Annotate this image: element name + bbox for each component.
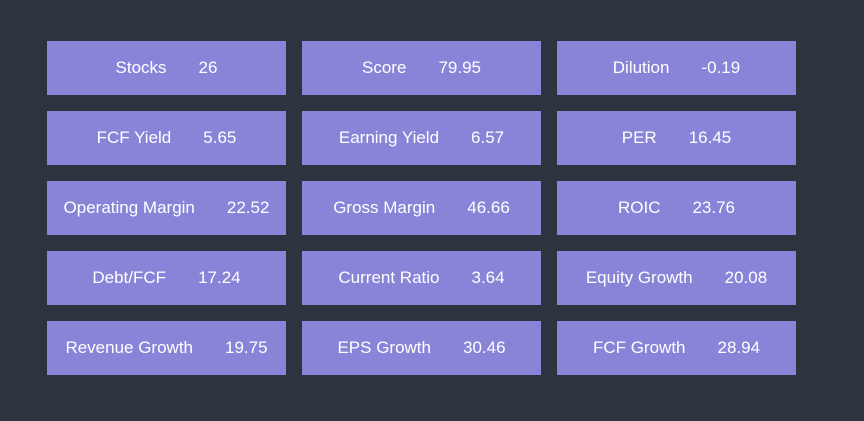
metric-value: 46.66 (467, 198, 510, 217)
metric-card-earning-yield: Earning Yield 6.57 (302, 111, 541, 165)
metric-card-current-ratio: Current Ratio 3.64 (302, 251, 541, 305)
metric-value: 3.64 (471, 268, 505, 287)
metric-card-stocks: Stocks 26 (47, 41, 286, 95)
metric-value: 20.08 (724, 268, 768, 287)
metric-value: 5.65 (203, 128, 237, 147)
metric-card-debt-fcf: Debt/FCF 17.24 (47, 251, 286, 305)
metric-label: Revenue Growth (65, 338, 194, 357)
metric-value: 23.76 (692, 198, 736, 217)
metric-label: Debt/FCF (92, 268, 167, 287)
metric-value: 30.46 (463, 338, 506, 357)
metric-label: EPS Growth (337, 338, 431, 357)
metric-card-revenue-growth: Revenue Growth 19.75 (47, 321, 286, 375)
metric-card-gross-margin: Gross Margin 46.66 (302, 181, 541, 235)
metric-value: 22.52 (226, 198, 270, 217)
metric-card-equity-growth: Equity Growth 20.08 (557, 251, 796, 305)
metric-value: 26 (198, 58, 218, 77)
metric-card-fcf-growth: FCF Growth 28.94 (557, 321, 796, 375)
metric-card-per: PER 16.45 (557, 111, 796, 165)
metric-card-score: Score 79.95 (302, 41, 541, 95)
metric-card-operating-margin: Operating Margin 22.52 (47, 181, 286, 235)
metric-card-eps-growth: EPS Growth 30.46 (302, 321, 541, 375)
metrics-grid: Stocks 26 Score 79.95 Dilution -0.19 FCF… (47, 41, 796, 375)
metric-value: 16.45 (688, 128, 732, 147)
metric-label: FCF Growth (592, 338, 686, 357)
metric-label: Operating Margin (63, 198, 195, 217)
metric-value: 19.75 (225, 338, 268, 357)
metric-label: Earning Yield (338, 128, 440, 147)
metric-label: Dilution (612, 58, 670, 77)
metric-value: 79.95 (438, 58, 481, 77)
metric-label: Current Ratio (338, 268, 440, 287)
metric-value: 6.57 (471, 128, 505, 147)
metric-value: 17.24 (198, 268, 241, 287)
metric-label: Gross Margin (333, 198, 436, 217)
metric-label: Equity Growth (585, 268, 693, 287)
metric-label: Score (362, 58, 407, 77)
metric-label: PER (621, 128, 657, 147)
metric-value: -0.19 (701, 58, 741, 77)
metric-card-dilution: Dilution -0.19 (557, 41, 796, 95)
metric-label: ROIC (617, 198, 661, 217)
metric-value: 28.94 (717, 338, 761, 357)
metric-label: FCF Yield (96, 128, 172, 147)
metric-card-roic: ROIC 23.76 (557, 181, 796, 235)
metric-label: Stocks (115, 58, 167, 77)
metric-card-fcf-yield: FCF Yield 5.65 (47, 111, 286, 165)
